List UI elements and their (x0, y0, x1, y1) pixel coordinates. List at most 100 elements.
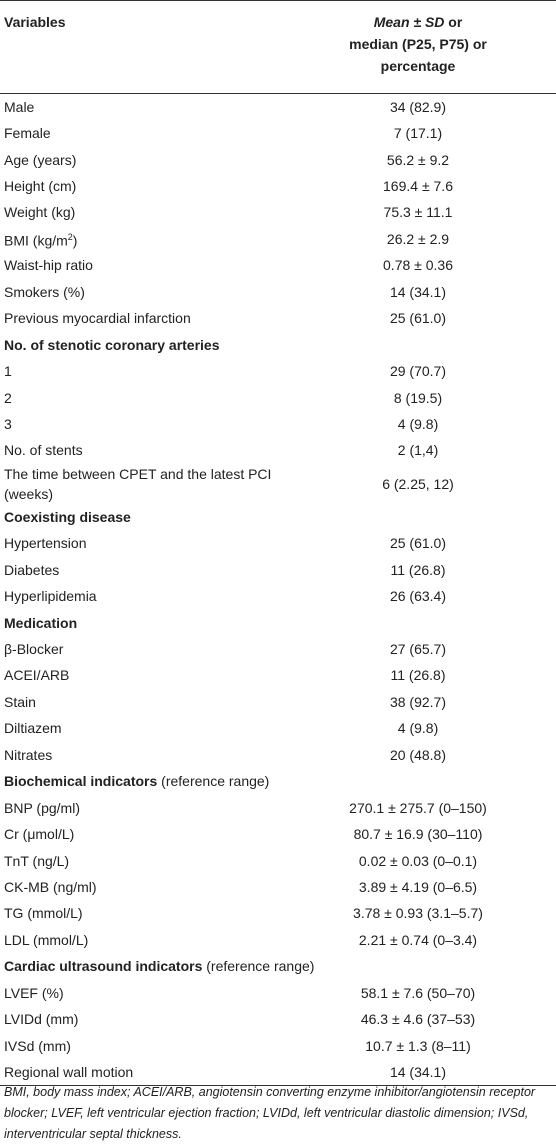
value-cell: 14 (34.1) (389, 283, 447, 300)
value-cell: 6 (2.25, 12) (382, 475, 454, 492)
value-cell: 58.1 ± 7.6 (50–70) (360, 984, 476, 1001)
variable-cell: TG (mmol/L) (0, 900, 294, 926)
table-row: LDL (mmol/L) 2.21 ± 0.74 (0–3.4) (0, 927, 556, 953)
variable-cell: β-Blocker (0, 636, 294, 662)
section-title: Cardiac ultrasound indicators (4, 958, 203, 975)
section-row: Coexisting disease (0, 504, 556, 530)
section-title: Coexisting disease (4, 508, 131, 525)
variable-cell: BNP (pg/ml) (0, 794, 294, 820)
variable-label: BMI (kg/m (4, 232, 68, 249)
variable-cell: The time between CPET and the latest PCI… (0, 464, 294, 504)
table-row: TnT (ng/L) 0.02 ± 0.03 (0–0.1) (0, 847, 556, 873)
table-row: IVSd (mm) 10.7 ± 1.3 (8–11) (0, 1032, 556, 1058)
header-stat-median: median (P25, P75) or (349, 36, 487, 52)
variable-label: Hyperlipidemia (4, 588, 97, 605)
variable-cell: 3 (0, 411, 294, 437)
variable-label: LVIDd (mm) (4, 1011, 79, 1028)
variable-cell: LVIDd (mm) (0, 1006, 294, 1032)
section-label: Coexisting disease (0, 504, 556, 530)
variable-cell: Nitrates (0, 742, 294, 768)
variable-label: Female (4, 125, 51, 142)
value-cell: 25 (61.0) (389, 535, 447, 552)
table-row: Weight (kg) 75.3 ± 11.1 (0, 199, 556, 225)
variable-label: β-Blocker (4, 641, 64, 658)
variable-cell: LDL (mmol/L) (0, 927, 294, 953)
table-row: LVEF (%) 58.1 ± 7.6 (50–70) (0, 980, 556, 1006)
variable-cell: Hyperlipidemia (0, 583, 294, 609)
value-cell: 7 (17.1) (393, 125, 443, 142)
variable-label: 1 (4, 363, 12, 380)
value-cell: 8 (19.5) (393, 389, 443, 406)
variable-superscript: 2 (67, 232, 73, 243)
value-cell: 169.4 ± 7.6 (383, 178, 453, 195)
table-row: Hypertension 25 (61.0) (0, 530, 556, 556)
variable-label: Weight (kg) (4, 204, 76, 221)
table-row: Female 7 (17.1) (0, 120, 556, 146)
table-row: BMI (kg/m2) 26.2 ± 2.9 (0, 226, 556, 252)
variable-cell: LVEF (%) (0, 980, 294, 1006)
variable-cell: Male (0, 94, 294, 120)
value-cell: 75.3 ± 11.1 (383, 204, 453, 221)
value-cell: 56.2 ± 9.2 (386, 151, 450, 168)
variable-label: TnT (ng/L) (4, 852, 70, 869)
section-note: (reference range) (202, 958, 315, 975)
value-cell: 29 (70.7) (389, 363, 447, 380)
variable-cell: IVSd (mm) (0, 1032, 294, 1058)
section-title: Medication (4, 614, 78, 631)
variable-label: Height (cm) (4, 178, 77, 195)
variable-cell: Cr (μmol/L) (0, 821, 294, 847)
value-cell: 10.7 ± 1.3 (8–11) (365, 1037, 471, 1054)
variable-label: No. of stents (4, 442, 83, 459)
value-cell: 25 (61.0) (389, 310, 447, 327)
variable-cell: Age (years) (0, 146, 294, 172)
variable-cell: Diltiazem (0, 715, 294, 741)
value-cell: 27 (65.7) (389, 641, 447, 658)
variable-label: Regional wall motion (4, 1063, 134, 1080)
table-body: Male 34 (82.9) Female 7 (17.1) Age (years) 56… (0, 94, 556, 1086)
table-footnote: BMI, body mass index; ACEI/ARB, angioten… (4, 1085, 536, 1141)
variable-label: Smokers (%) (4, 283, 85, 300)
table-row: LVIDd (mm) 46.3 ± 4.6 (37–53) (0, 1006, 556, 1032)
value-cell: 20 (48.8) (389, 746, 447, 763)
header-statistic: Mean ± SD or median (P25, P75) or percen… (294, 0, 556, 94)
table-row: Diabetes 11 (26.8) (0, 557, 556, 583)
variable-label: Cr (μmol/L) (4, 826, 75, 843)
section-row: Biochemical indicators (reference range) (0, 768, 556, 794)
variable-label: LDL (mmol/L) (4, 931, 89, 948)
value-cell: 38 (92.7) (389, 693, 447, 710)
value-cell: 11 (26.8) (390, 667, 446, 684)
variable-cell: Waist-hip ratio (0, 252, 294, 278)
header-stat-percentage: percentage (380, 58, 456, 74)
variable-label: Waist-hip ratio (4, 257, 93, 274)
section-label: No. of stenotic coronary arteries (0, 331, 556, 357)
section-row: Medication (0, 609, 556, 635)
section-label: Medication (0, 609, 556, 635)
variable-cell: Height (cm) (0, 173, 294, 199)
value-cell: 3.78 ± 0.93 (3.1–5.7) (353, 905, 483, 922)
value-cell: 0.78 ± 0.36 (383, 257, 453, 274)
baseline-characteristics-table: Variables Mean ± SD or median (P25, P75)… (0, 0, 556, 1086)
variable-cell: Regional wall motion (0, 1058, 294, 1086)
variable-cell: 1 (0, 358, 294, 384)
variable-label: 3 (4, 415, 12, 432)
variable-label: TG (mmol/L) (4, 905, 83, 922)
table-row: β-Blocker 27 (65.7) (0, 636, 556, 662)
variable-label: Nitrates (4, 746, 53, 763)
header-variables: Variables (0, 0, 294, 94)
table-row: Stain 38 (92.7) (0, 689, 556, 715)
variable-label: Diabetes (4, 561, 60, 578)
variable-label: LVEF (%) (4, 984, 64, 1001)
variable-label-suffix: ) (72, 232, 78, 249)
variable-cell: 2 (0, 384, 294, 410)
section-label: Cardiac ultrasound indicators (reference… (0, 953, 556, 979)
table-row: Cr (μmol/L) 80.7 ± 16.9 (30–110) (0, 821, 556, 847)
table-row: Diltiazem 4 (9.8) (0, 715, 556, 741)
variable-cell: Diabetes (0, 557, 294, 583)
variable-label: ACEI/ARB (4, 667, 70, 684)
section-row: Cardiac ultrasound indicators (reference… (0, 953, 556, 979)
variable-label: 2 (4, 389, 12, 406)
variable-label: Stain (4, 693, 36, 710)
variable-cell: Previous myocardial infarction (0, 305, 294, 331)
header-stat-or: or (444, 14, 463, 30)
